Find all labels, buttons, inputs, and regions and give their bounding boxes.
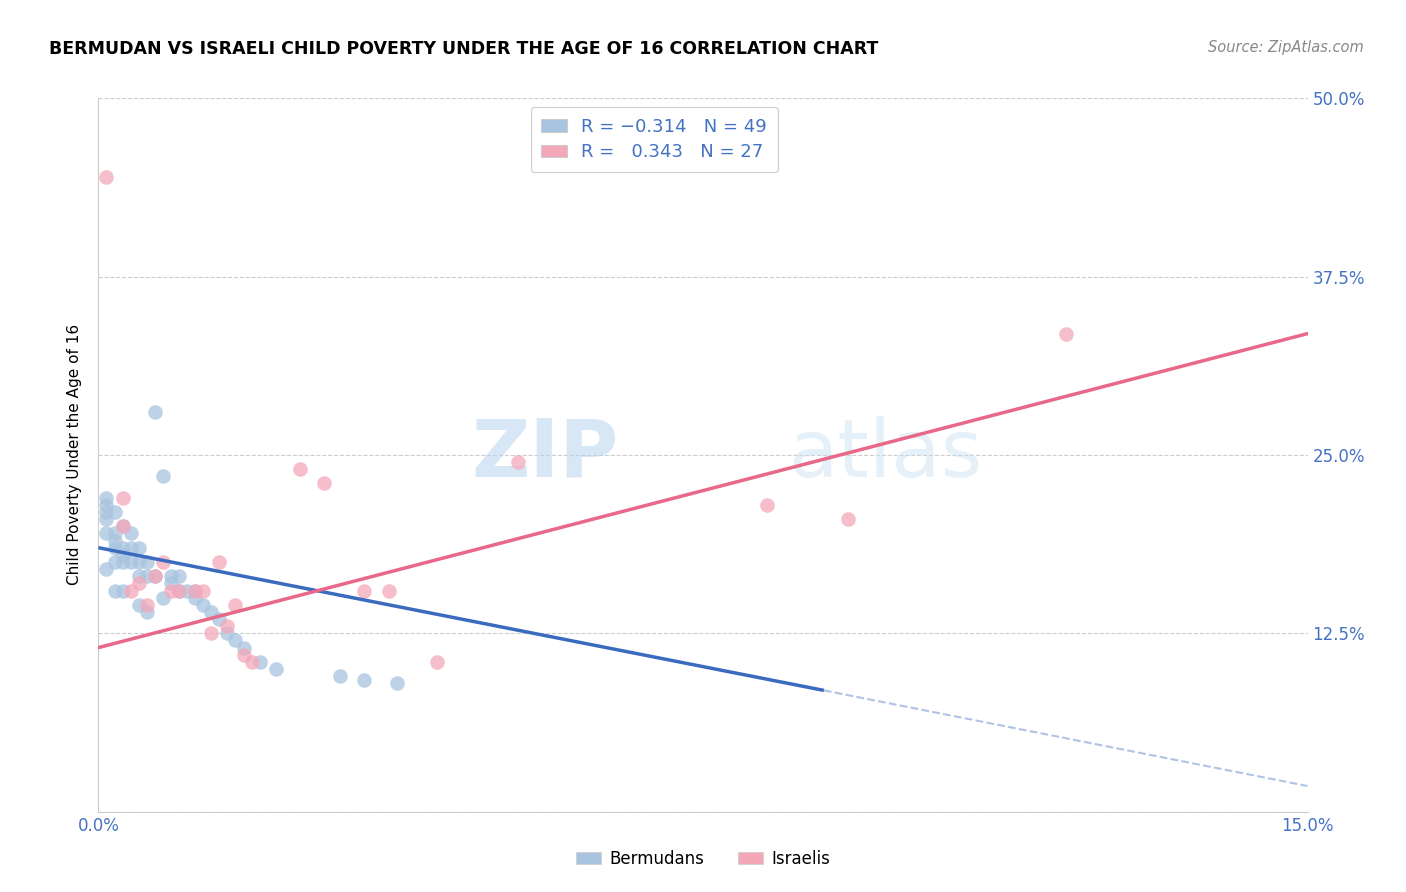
Point — [184, 583, 207, 598]
Point — [184, 591, 207, 605]
Point — [111, 491, 134, 505]
Point — [128, 541, 150, 555]
Point — [135, 605, 157, 619]
Point — [377, 583, 399, 598]
Point — [176, 583, 198, 598]
Point — [96, 562, 118, 576]
Point — [111, 519, 134, 533]
Point — [200, 626, 222, 640]
Point — [111, 555, 134, 569]
Point — [224, 598, 246, 612]
Point — [143, 405, 166, 419]
Point — [96, 169, 118, 184]
Point — [167, 583, 190, 598]
Point — [120, 541, 142, 555]
Point — [160, 583, 183, 598]
Point — [120, 555, 142, 569]
Point — [96, 491, 118, 505]
Point — [506, 455, 529, 469]
Point — [217, 619, 239, 633]
Point — [426, 655, 449, 669]
Text: atlas: atlas — [787, 416, 981, 494]
Point — [103, 505, 125, 519]
Point — [193, 598, 215, 612]
Text: Source: ZipAtlas.com: Source: ZipAtlas.com — [1208, 40, 1364, 55]
Point — [837, 512, 859, 526]
Point — [103, 526, 125, 541]
Point — [96, 505, 118, 519]
Point — [135, 569, 157, 583]
Point — [224, 633, 246, 648]
Point — [329, 669, 352, 683]
Point — [103, 533, 125, 548]
Point — [232, 648, 254, 662]
Point — [120, 526, 142, 541]
Point — [152, 591, 174, 605]
Point — [353, 673, 375, 688]
Point — [143, 569, 166, 583]
Point — [143, 569, 166, 583]
Point — [135, 555, 157, 569]
Point — [135, 598, 157, 612]
Point — [288, 462, 311, 476]
Point — [128, 576, 150, 591]
Point — [264, 662, 287, 676]
Point — [193, 583, 215, 598]
Point — [152, 555, 174, 569]
Point — [232, 640, 254, 655]
Point — [756, 498, 779, 512]
Point — [240, 655, 263, 669]
Legend: Bermudans, Israelis: Bermudans, Israelis — [569, 844, 837, 875]
Point — [314, 476, 336, 491]
Point — [120, 583, 142, 598]
Point — [152, 469, 174, 483]
Point — [103, 555, 125, 569]
Point — [385, 676, 408, 690]
Point — [128, 569, 150, 583]
Point — [208, 555, 231, 569]
Point — [111, 583, 134, 598]
Y-axis label: Child Poverty Under the Age of 16: Child Poverty Under the Age of 16 — [67, 325, 83, 585]
Point — [111, 541, 134, 555]
Point — [1054, 326, 1077, 341]
Point — [200, 605, 222, 619]
Point — [128, 598, 150, 612]
Point — [96, 498, 118, 512]
Point — [167, 583, 190, 598]
Point — [160, 569, 183, 583]
Point — [249, 655, 271, 669]
Point — [184, 583, 207, 598]
Text: BERMUDAN VS ISRAELI CHILD POVERTY UNDER THE AGE OF 16 CORRELATION CHART: BERMUDAN VS ISRAELI CHILD POVERTY UNDER … — [49, 40, 879, 58]
Point — [96, 526, 118, 541]
Point — [208, 612, 231, 626]
Text: ZIP: ZIP — [471, 416, 619, 494]
Point — [128, 555, 150, 569]
Point — [111, 548, 134, 562]
Point — [167, 569, 190, 583]
Point — [353, 583, 375, 598]
Point — [111, 519, 134, 533]
Point — [103, 541, 125, 555]
Point — [160, 576, 183, 591]
Point — [96, 512, 118, 526]
Point — [217, 626, 239, 640]
Point — [103, 583, 125, 598]
